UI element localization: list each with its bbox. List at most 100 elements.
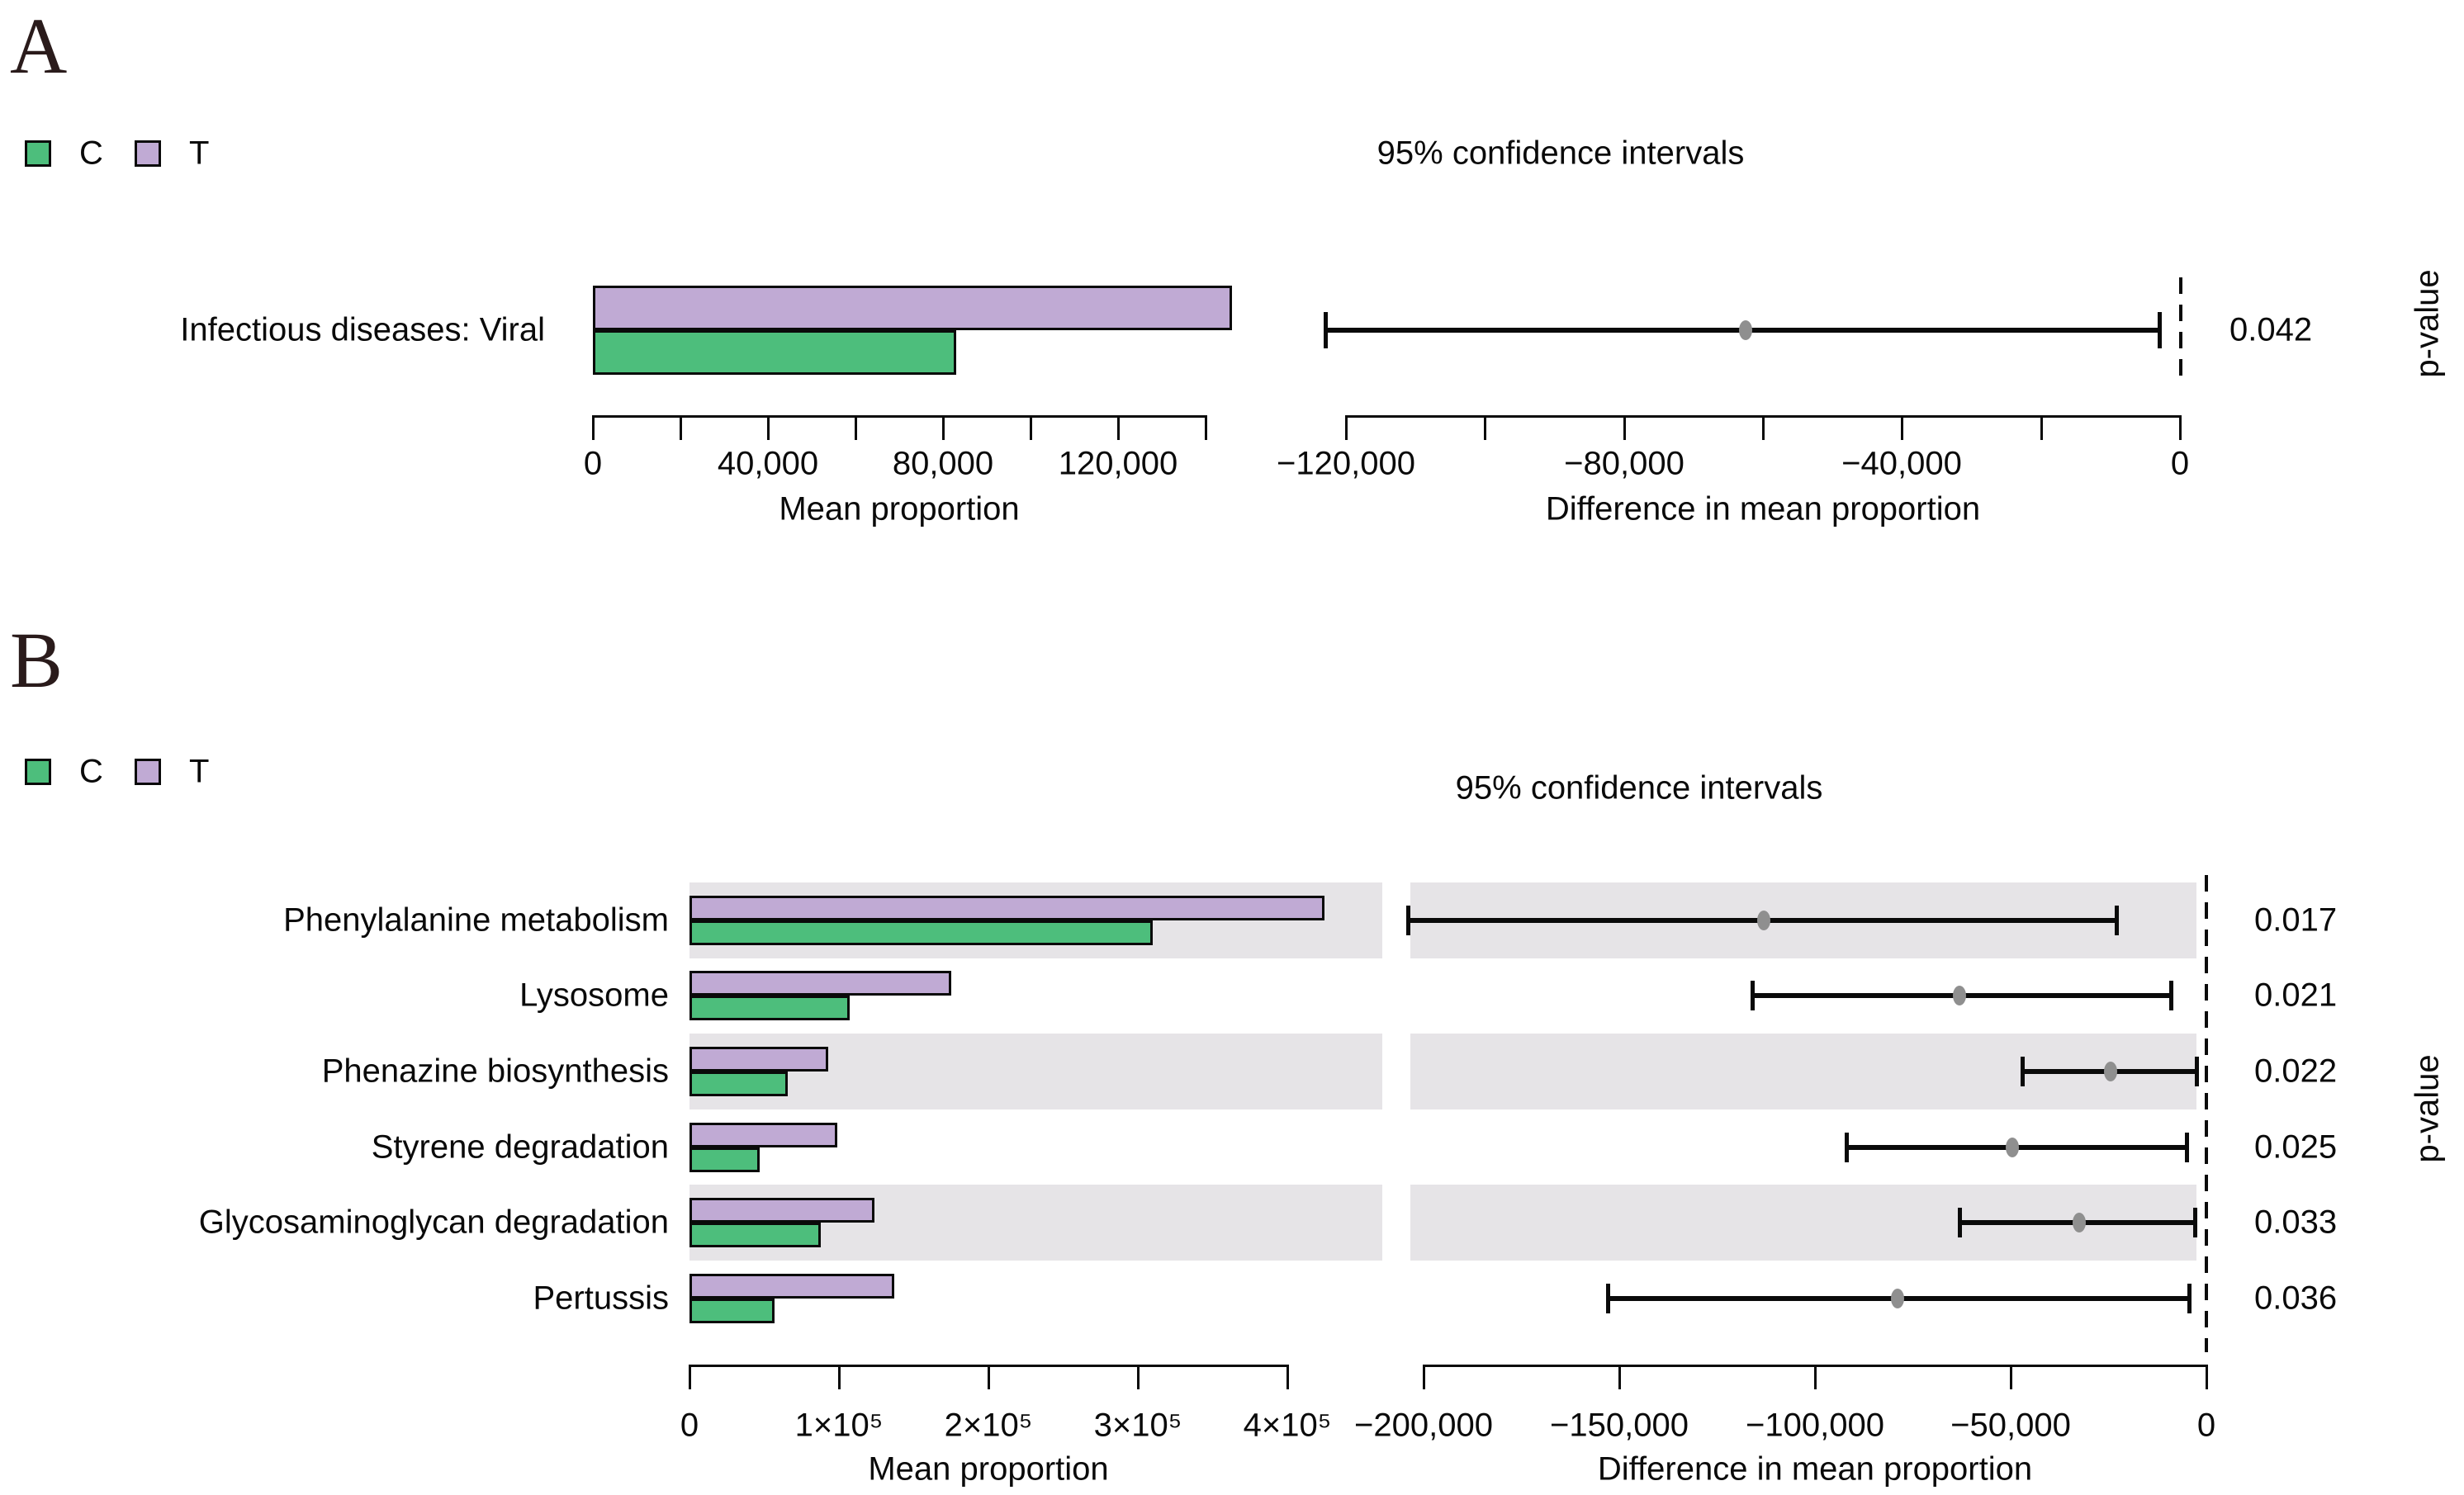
bar-c-group	[593, 330, 956, 375]
ci-cap-right	[2185, 1133, 2189, 1162]
panel-b-diff-axis-title: Difference in mean proportion	[1597, 1450, 2033, 1488]
ci-mean-dot	[2104, 1062, 2117, 1081]
ci-mean-dot	[2006, 1138, 2019, 1157]
diff-axis-tick-label: −100,000	[1746, 1407, 1884, 1444]
legend-swatch-t	[135, 759, 161, 785]
diff-axis-tick	[1618, 1365, 1621, 1389]
mean-axis-tick-label: 120,000	[1058, 445, 1178, 482]
category-label: Phenylalanine metabolism	[283, 901, 669, 939]
mean-axis-tick	[1137, 1365, 1140, 1389]
mean-axis-tick	[1205, 415, 1207, 440]
legend-label-c: C	[79, 135, 103, 172]
diff-axis-tick	[1423, 1365, 1425, 1389]
mean-axis-tick	[942, 415, 945, 440]
ci-cap-right	[2193, 1208, 2197, 1237]
p-value: 0.033	[2254, 1204, 2338, 1241]
p-value: 0.025	[2254, 1128, 2338, 1166]
diff-axis-tick	[2179, 415, 2182, 440]
ci-mean-dot	[2073, 1213, 2086, 1232]
ci-cap-left	[1406, 906, 1410, 935]
mean-axis-tick-label: 40,000	[717, 445, 819, 482]
diff-axis-tick	[2206, 1365, 2208, 1389]
panel-a-ci-title: 95% confidence intervals	[1377, 135, 1745, 172]
p-value: 0.017	[2254, 901, 2338, 939]
row-band	[689, 1034, 1382, 1109]
bar-c-group	[689, 920, 1153, 945]
p-value: 0.021	[2254, 977, 2338, 1014]
diff-axis-tick	[1484, 415, 1486, 440]
panel-a-bar-axis-title: Mean proportion	[779, 490, 1020, 528]
ci-cap-left	[1845, 1133, 1849, 1162]
diff-axis-tick	[1762, 415, 1765, 440]
category-label: Lysosome	[519, 977, 669, 1014]
panel-b-pvalue-axis-label: p-value	[2409, 1054, 2446, 1163]
mean-axis-tick	[988, 1365, 990, 1389]
p-value: 0.022	[2254, 1053, 2338, 1090]
category-label: Styrene degradation	[371, 1128, 669, 1166]
diff-axis-tick-label: −200,000	[1354, 1407, 1493, 1444]
panel-b-ci-title: 95% confidence intervals	[1455, 769, 1823, 807]
diff-axis-tick-label: 0	[2170, 445, 2190, 482]
mean-axis-tick	[1286, 1365, 1289, 1389]
ci-cap-right	[2115, 906, 2119, 935]
ci-mean-dot	[1739, 320, 1752, 340]
diff-axis-tick-label: −50,000	[1950, 1407, 2071, 1444]
diff-axis-tick-label: −120,000	[1277, 445, 1415, 482]
diff-axis-tick	[1345, 415, 1348, 440]
panel-a-letter: A	[10, 2, 68, 90]
diff-axis-tick	[1623, 415, 1626, 440]
mean-axis-tick-label: 0	[583, 445, 603, 482]
legend-swatch-c	[25, 759, 51, 785]
mean-axis-tick	[767, 415, 770, 440]
diff-axis-tick-label: 0	[2196, 1407, 2216, 1444]
bar-c-group	[689, 996, 850, 1020]
mean-axis-tick	[680, 415, 682, 440]
bar-t-group	[689, 1047, 828, 1072]
legend-label-t: T	[189, 753, 210, 790]
ci-cap-right	[2187, 1284, 2192, 1313]
legend-swatch-t	[135, 140, 161, 167]
diff-axis-tick	[2040, 415, 2043, 440]
mean-axis-tick	[592, 415, 595, 440]
mean-axis-tick-label: 1×10⁵	[794, 1407, 884, 1444]
p-value: 0.036	[2254, 1280, 2338, 1317]
panel-a-legend: C T	[0, 135, 347, 172]
mean-axis-tick	[689, 1365, 691, 1389]
legend-label-c: C	[79, 753, 103, 790]
bar-c-group	[689, 1223, 821, 1247]
diff-axis-tick	[1814, 1365, 1817, 1389]
ci-cap-left	[1751, 981, 1755, 1010]
panel-b-bar-axis-title: Mean proportion	[868, 1450, 1109, 1488]
ci-mean-dot	[1757, 911, 1770, 930]
diff-axis-tick-label: −40,000	[1841, 445, 1962, 482]
zero-reference-line	[2205, 875, 2208, 1352]
bar-c-group	[689, 1299, 775, 1323]
category-label: Glycosaminoglycan degradation	[198, 1204, 669, 1241]
mean-axis-tick-label: 0	[680, 1407, 699, 1444]
panel-b-letter: B	[10, 616, 64, 704]
mean-axis-tick	[1117, 415, 1120, 440]
category-label: Phenazine biosynthesis	[321, 1053, 669, 1090]
bar-t-group	[593, 286, 1232, 330]
bar-t-group	[689, 971, 951, 996]
ci-cap-left	[1958, 1208, 1962, 1237]
mean-axis-tick-label: 80,000	[892, 445, 994, 482]
bar-t-group	[689, 1123, 837, 1147]
ci-cap-right	[2195, 1057, 2199, 1086]
mean-axis-line	[592, 415, 1207, 418]
mean-axis-tick	[855, 415, 857, 440]
ci-cap-left	[1324, 312, 1328, 348]
ci-cap-left	[1606, 1284, 1610, 1313]
bar-t-group	[689, 896, 1324, 920]
panel-a-diff-axis-title: Difference in mean proportion	[1545, 490, 1981, 528]
category-label: Infectious diseases: Viral	[180, 311, 545, 348]
mean-axis-tick	[1030, 415, 1032, 440]
bar-c-group	[689, 1072, 788, 1096]
bar-c-group	[689, 1147, 760, 1172]
ci-cap-left	[2021, 1057, 2025, 1086]
ci-cap-right	[2158, 312, 2162, 348]
bar-t-group	[689, 1274, 894, 1299]
category-label: Pertussis	[533, 1280, 670, 1317]
panel-b-legend: C T	[0, 753, 347, 790]
